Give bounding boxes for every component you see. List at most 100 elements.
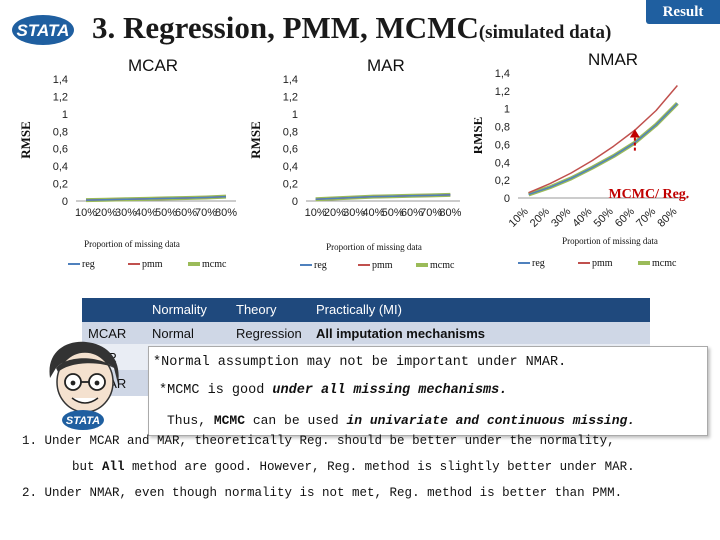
result-badge: Result bbox=[646, 0, 720, 24]
table-cell: All imputation mechanisms bbox=[316, 326, 486, 341]
panel-title-mar: MAR bbox=[367, 56, 405, 75]
x-tick-label: 60% bbox=[175, 207, 197, 219]
legend-label-reg: reg bbox=[532, 258, 545, 269]
series-line-reg bbox=[85, 195, 227, 201]
y-tick-label: 1 bbox=[62, 109, 68, 121]
x-tick-label: 10% bbox=[75, 207, 97, 219]
y-tick-label: 1,2 bbox=[53, 91, 68, 103]
y-tick-label: 0,6 bbox=[283, 144, 298, 156]
x-tick-label: 40% bbox=[570, 205, 594, 229]
y-tick-label: 0,2 bbox=[53, 179, 68, 191]
x-tick-label: 80% bbox=[655, 205, 679, 229]
callout-line-2: *MCMC is good under all missing mechanis… bbox=[159, 383, 507, 398]
chart-mar: RMSE 0 0,2 0,4 0,6 0,8 1 1,2 1,4 10%20%30%40%50%6… bbox=[248, 74, 462, 271]
series-line-pmm bbox=[528, 85, 678, 194]
y-tick-label: 1,4 bbox=[283, 74, 298, 86]
table-header-normality: Normality bbox=[152, 302, 207, 317]
note-emphasis: All bbox=[102, 460, 125, 474]
callout-line-1: *Normal assumption may not be important … bbox=[153, 355, 567, 370]
annotation-label: MCMC/ Reg. bbox=[608, 187, 689, 202]
y-tick-label: 0,4 bbox=[283, 161, 298, 173]
x-tick-label: 70% bbox=[634, 205, 658, 229]
table-cell: MCAR bbox=[88, 326, 127, 341]
conclusion-callout: *Normal assumption may not be important … bbox=[148, 346, 708, 436]
callout-emphasis: MCMC bbox=[213, 413, 246, 428]
table-cell: Normal bbox=[152, 326, 194, 341]
y-tick-label: 0,6 bbox=[53, 144, 68, 156]
legend-label-mcmc: mcmc bbox=[652, 258, 677, 269]
x-tick-label: 30% bbox=[343, 207, 365, 219]
y-tick-label: 0,6 bbox=[495, 139, 510, 151]
callout-line-3: Thus, MCMC can be used in univariate and… bbox=[167, 413, 635, 428]
y-tick-label: 0 bbox=[292, 196, 298, 208]
note-text: method are good. However, Reg. method is… bbox=[124, 460, 635, 474]
note-text: but bbox=[72, 460, 103, 474]
panel-title-nmar: NMAR bbox=[588, 50, 639, 69]
callout-emphasis: under all missing mechanisms. bbox=[272, 383, 508, 398]
title-text: 3. Regression, PMM, MCMC bbox=[92, 10, 479, 45]
callout-text: *MCMC is good bbox=[159, 383, 273, 398]
y-tick-label: 1 bbox=[292, 109, 298, 121]
y-tick-label: 0 bbox=[62, 196, 68, 208]
x-tick-label: 60% bbox=[401, 207, 423, 219]
x-axis-label: Proportion of missing data bbox=[562, 236, 658, 246]
callout-text: Thus, bbox=[167, 413, 214, 428]
page-title: 3. Regression, PMM, MCMC(simulated data) bbox=[92, 10, 611, 46]
table-row: MCAR Normal Regression All imputation me… bbox=[82, 322, 650, 344]
legend-label-reg: reg bbox=[82, 259, 95, 270]
x-tick-label: 20% bbox=[324, 207, 346, 219]
annotation-arrow-head bbox=[629, 129, 640, 138]
x-tick-label: 50% bbox=[592, 205, 616, 229]
series-line-mcmc bbox=[527, 101, 679, 197]
y-tick-label: 0,2 bbox=[283, 179, 298, 191]
y-tick-label: 1,2 bbox=[495, 86, 510, 98]
legend-label-mcmc: mcmc bbox=[430, 260, 455, 271]
chart-mcar: RMSE 0 0,2 0,4 0,6 0,8 1 1,2 1,4 10%20%30%40%50%6… bbox=[18, 74, 237, 270]
legend-label-pmm: pmm bbox=[142, 259, 163, 270]
x-tick-label: 20% bbox=[95, 207, 117, 219]
x-tick-label: 20% bbox=[528, 205, 552, 229]
x-tick-label: 60% bbox=[613, 205, 637, 229]
panel-title-mcar: MCAR bbox=[128, 56, 179, 75]
legend-label-reg: reg bbox=[314, 260, 327, 271]
note-1-continued: but All method are good. However, Reg. m… bbox=[72, 460, 635, 474]
callout-emphasis: in univariate and continuous missing. bbox=[346, 413, 636, 428]
x-tick-label: 70% bbox=[195, 207, 217, 219]
y-tick-label: 1,2 bbox=[283, 91, 298, 103]
x-tick-label: 30% bbox=[549, 205, 573, 229]
table-cell: Regression bbox=[236, 326, 302, 341]
y-tick-label: 0,8 bbox=[53, 126, 68, 138]
chart-nmar: RMSE 0 0,2 0,4 0,6 0,8 1 1,2 1,4 10%20%30%40%50%6… bbox=[474, 68, 689, 269]
series-line-reg bbox=[528, 102, 678, 196]
x-tick-label: 40% bbox=[362, 207, 384, 219]
callout-text: can be used bbox=[245, 413, 347, 428]
x-tick-label: 10% bbox=[507, 205, 531, 229]
table-header-theory: Theory bbox=[236, 302, 277, 317]
y-axis-label: RMSE bbox=[474, 117, 485, 155]
y-tick-label: 1,4 bbox=[53, 74, 68, 86]
legend-label-mcmc: mcmc bbox=[202, 259, 227, 270]
note-2: 2. Under NMAR, even though normality is … bbox=[22, 486, 623, 500]
avatar bbox=[49, 341, 119, 413]
y-tick-label: 0,4 bbox=[495, 157, 510, 169]
y-tick-label: 1 bbox=[504, 104, 510, 116]
x-tick-label: 10% bbox=[305, 207, 327, 219]
x-tick-label: 80% bbox=[215, 207, 237, 219]
y-axis-label: RMSE bbox=[248, 121, 263, 159]
logo-text: STATA bbox=[17, 21, 70, 40]
note-1: 1. Under MCAR and MAR, theoretically Reg… bbox=[22, 434, 615, 448]
y-tick-label: 0,2 bbox=[495, 175, 510, 187]
stata-logo-small: STATA bbox=[62, 410, 104, 430]
x-tick-label: 40% bbox=[135, 207, 157, 219]
title-subtitle: (simulated data) bbox=[478, 22, 612, 43]
legend-label-pmm: pmm bbox=[372, 260, 393, 271]
x-tick-label: 30% bbox=[115, 207, 137, 219]
y-tick-label: 0,8 bbox=[283, 126, 298, 138]
x-axis-label: Proportion of missing data bbox=[84, 239, 180, 249]
x-tick-label: 50% bbox=[155, 207, 177, 219]
y-tick-label: 0 bbox=[504, 193, 510, 205]
y-axis-label: RMSE bbox=[18, 121, 33, 159]
y-tick-label: 0,8 bbox=[495, 122, 510, 134]
table-header-row: Normality Theory Practically (MI) bbox=[82, 298, 650, 322]
table-header-practically: Practically (MI) bbox=[316, 302, 402, 317]
